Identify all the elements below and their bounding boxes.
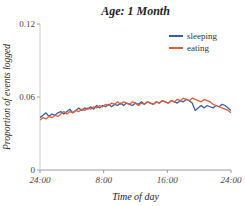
legend-swatch: [169, 35, 183, 37]
x-tick-label: 24:00: [30, 175, 51, 185]
y-tick-label: 0.06: [19, 92, 35, 102]
series-line: [40, 98, 231, 120]
series-line: [40, 99, 231, 117]
x-tick-label: 8:00: [95, 175, 112, 185]
legend-label: sleeping: [187, 31, 217, 41]
x-axis-line: [40, 170, 231, 171]
chart: Age: 1 Month 0 0.06 0.12 24:00 8:00 16:00 24:00…: [0, 0, 245, 206]
plot-area: [40, 98, 231, 120]
x-axis-label: Time of day: [112, 191, 159, 202]
y-tick-label: 0: [31, 165, 36, 175]
x-tick: [167, 170, 168, 173]
y-tick-label: 0.12: [19, 19, 35, 29]
x-tick: [103, 170, 104, 173]
x-tick: [40, 170, 41, 173]
y-axis-line: [40, 24, 41, 170]
legend-label: eating: [187, 43, 209, 53]
x-tick-label: 24:00: [221, 175, 242, 185]
x-tick: [231, 170, 232, 173]
legend: sleeping eating: [169, 31, 217, 53]
y-axis-label: Proportion of events logged: [2, 44, 12, 151]
x-tick-label: 16:00: [157, 175, 178, 185]
legend-swatch: [169, 47, 183, 49]
title: Age: 1 Month: [100, 4, 170, 18]
